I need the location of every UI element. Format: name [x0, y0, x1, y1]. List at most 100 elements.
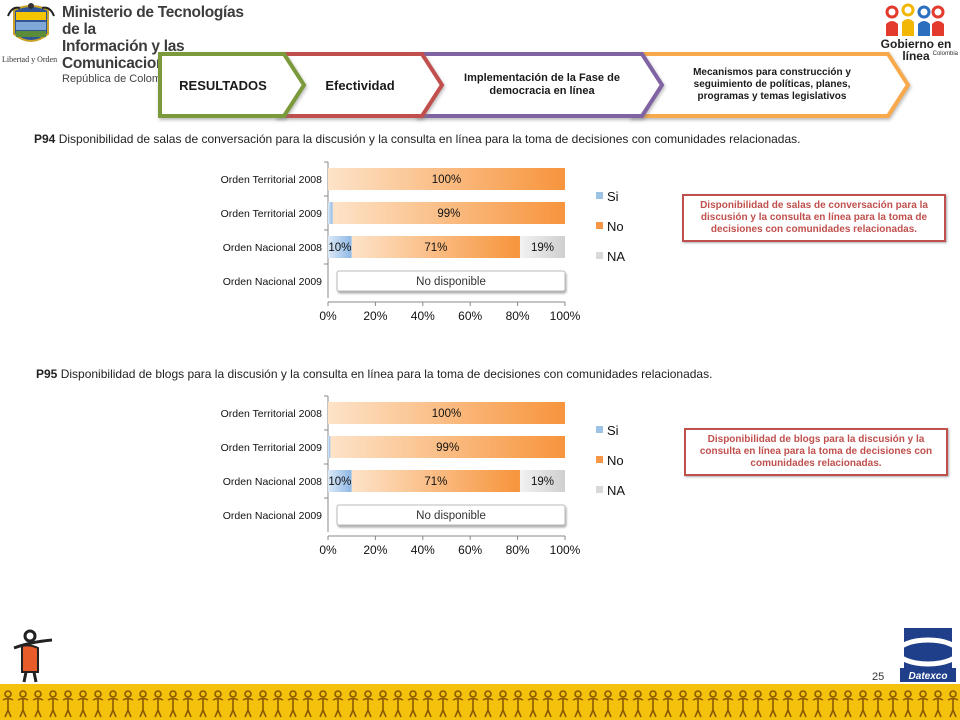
datexco-brand: Datexco — [909, 671, 948, 682]
category-label: Orden Territorial 2009 — [221, 442, 323, 454]
data-label: 10% — [328, 476, 351, 488]
x-tick-label: 80% — [506, 543, 530, 557]
x-tick-label: 40% — [411, 309, 435, 323]
nav-tab-label: RESULTADOS — [179, 77, 267, 93]
data-label: 99% — [437, 208, 460, 220]
nav-tab-implementacion[interactable]: Implementación de la Fase de democracia … — [452, 56, 632, 114]
footer-figure-icon — [647, 690, 659, 718]
footer-figure-icon — [452, 690, 464, 718]
nav-tab-efectividad[interactable]: Efectividad — [300, 56, 420, 114]
nav-tab-mecanismos[interactable]: Mecanismos para construcción y seguimien… — [668, 56, 876, 114]
category-label: Orden Territorial 2008 — [221, 174, 323, 186]
footer-figure-icon — [557, 690, 569, 718]
footer-figure-icon — [752, 690, 764, 718]
callout-p94: Disponibilidad de salas de conversación … — [682, 194, 946, 242]
footer-figure-icon — [47, 690, 59, 718]
category-label: Orden Nacional 2008 — [223, 476, 322, 488]
unavailable-box — [336, 504, 566, 526]
person-icon — [13, 629, 53, 683]
legend-label: NA — [607, 483, 625, 498]
x-tick-label: 20% — [363, 543, 387, 557]
footer-figure-icon — [887, 690, 899, 718]
footer-figure-icon — [857, 690, 869, 718]
footer-figure-icon — [257, 690, 269, 718]
question-code: P95 — [36, 367, 58, 381]
x-tick-label: 100% — [550, 309, 581, 323]
bar-si — [328, 236, 352, 258]
legend-swatch — [596, 192, 603, 199]
footer-figure-icon — [167, 690, 179, 718]
legend-label: No — [607, 219, 624, 234]
footer-figure-icon — [287, 690, 299, 718]
data-label: 100% — [432, 174, 461, 186]
bar-no — [330, 436, 565, 458]
bar-no — [332, 202, 565, 224]
footer-figure-icon — [707, 690, 719, 718]
footer-figure-icon — [137, 690, 149, 718]
gel-subtitle: Colombia — [932, 51, 958, 57]
footer-figure-icon — [842, 690, 854, 718]
callout-p95: Disponibilidad de blogs para la discusió… — [684, 428, 948, 476]
category-label: Orden Nacional 2009 — [223, 276, 322, 288]
bar-na — [519, 236, 565, 258]
bar-no — [351, 470, 520, 492]
footer-figure-icon — [317, 690, 329, 718]
footer-figure-icon — [377, 690, 389, 718]
footer-figure-icon — [92, 690, 104, 718]
footer-figure-icon — [362, 690, 374, 718]
footer-figure-icon — [932, 690, 944, 718]
legend-label: Si — [607, 423, 619, 438]
legend-label: NA — [607, 249, 625, 264]
x-tick-label: 80% — [506, 309, 530, 323]
footer-figure-icon — [587, 690, 599, 718]
footer-figure-icon — [797, 690, 809, 718]
ministry-line2: Información y las Comunicaciones — [62, 38, 185, 72]
bar-na — [519, 470, 565, 492]
footer-figure-icon — [692, 690, 704, 718]
nav-tab-resultados[interactable]: RESULTADOS — [162, 56, 284, 114]
bar-no — [351, 236, 520, 258]
x-tick-label: 40% — [411, 543, 435, 557]
footer-figure-icon — [407, 690, 419, 718]
footer-figure-icon — [662, 690, 674, 718]
crest-caption: Libertad y Orden — [2, 55, 58, 64]
data-label: 99% — [436, 442, 459, 454]
footer-figure-icon — [212, 690, 224, 718]
callout-text: Disponibilidad de blogs para la discusió… — [699, 434, 933, 469]
footer-figure-icon — [77, 690, 89, 718]
x-tick-label: 0% — [319, 543, 337, 557]
data-label: 10% — [328, 242, 351, 254]
data-label: 19% — [531, 476, 554, 488]
gobierno-en-linea-logo-icon — [885, 3, 945, 36]
legend-swatch — [596, 252, 603, 259]
question-p95: P95 Disponibilidad de blogs para la disc… — [36, 367, 826, 382]
data-label: 71% — [424, 242, 447, 254]
ministry-line3: República de Colombia — [62, 73, 176, 85]
question-code: P94 — [34, 132, 56, 146]
page-number: 25 — [872, 671, 885, 683]
x-tick-label: 60% — [458, 309, 482, 323]
footer-figure-icon — [812, 690, 824, 718]
bar-no — [328, 168, 565, 190]
footer-figure-icon — [467, 690, 479, 718]
category-label: Orden Territorial 2008 — [221, 408, 323, 420]
footer-figure-icon — [902, 690, 914, 718]
footer-figure-icon — [542, 690, 554, 718]
data-label: 19% — [531, 242, 554, 254]
legend-swatch — [596, 486, 603, 493]
question-text: Disponibilidad de blogs para la discusió… — [60, 367, 713, 381]
footer-figure-icon — [2, 690, 14, 718]
footer-figure-icon — [482, 690, 494, 718]
footer-figure-icon — [242, 690, 254, 718]
footer-figure-icon — [602, 690, 614, 718]
footer-figure-icon — [827, 690, 839, 718]
chart-p94: Orden Territorial 2008 100% Orden Territor… — [221, 161, 625, 323]
legend-swatch — [596, 426, 603, 433]
legend-swatch — [596, 456, 603, 463]
callout-text: Disponibilidad de salas de conversación … — [700, 200, 928, 235]
footer-figure-icon — [722, 690, 734, 718]
footer-figure-icon — [272, 690, 284, 718]
bar-no — [328, 402, 565, 424]
ministry-title: Ministerio de Tecnologías de la Informac… — [62, 4, 262, 86]
footer-figure-icon — [302, 690, 314, 718]
